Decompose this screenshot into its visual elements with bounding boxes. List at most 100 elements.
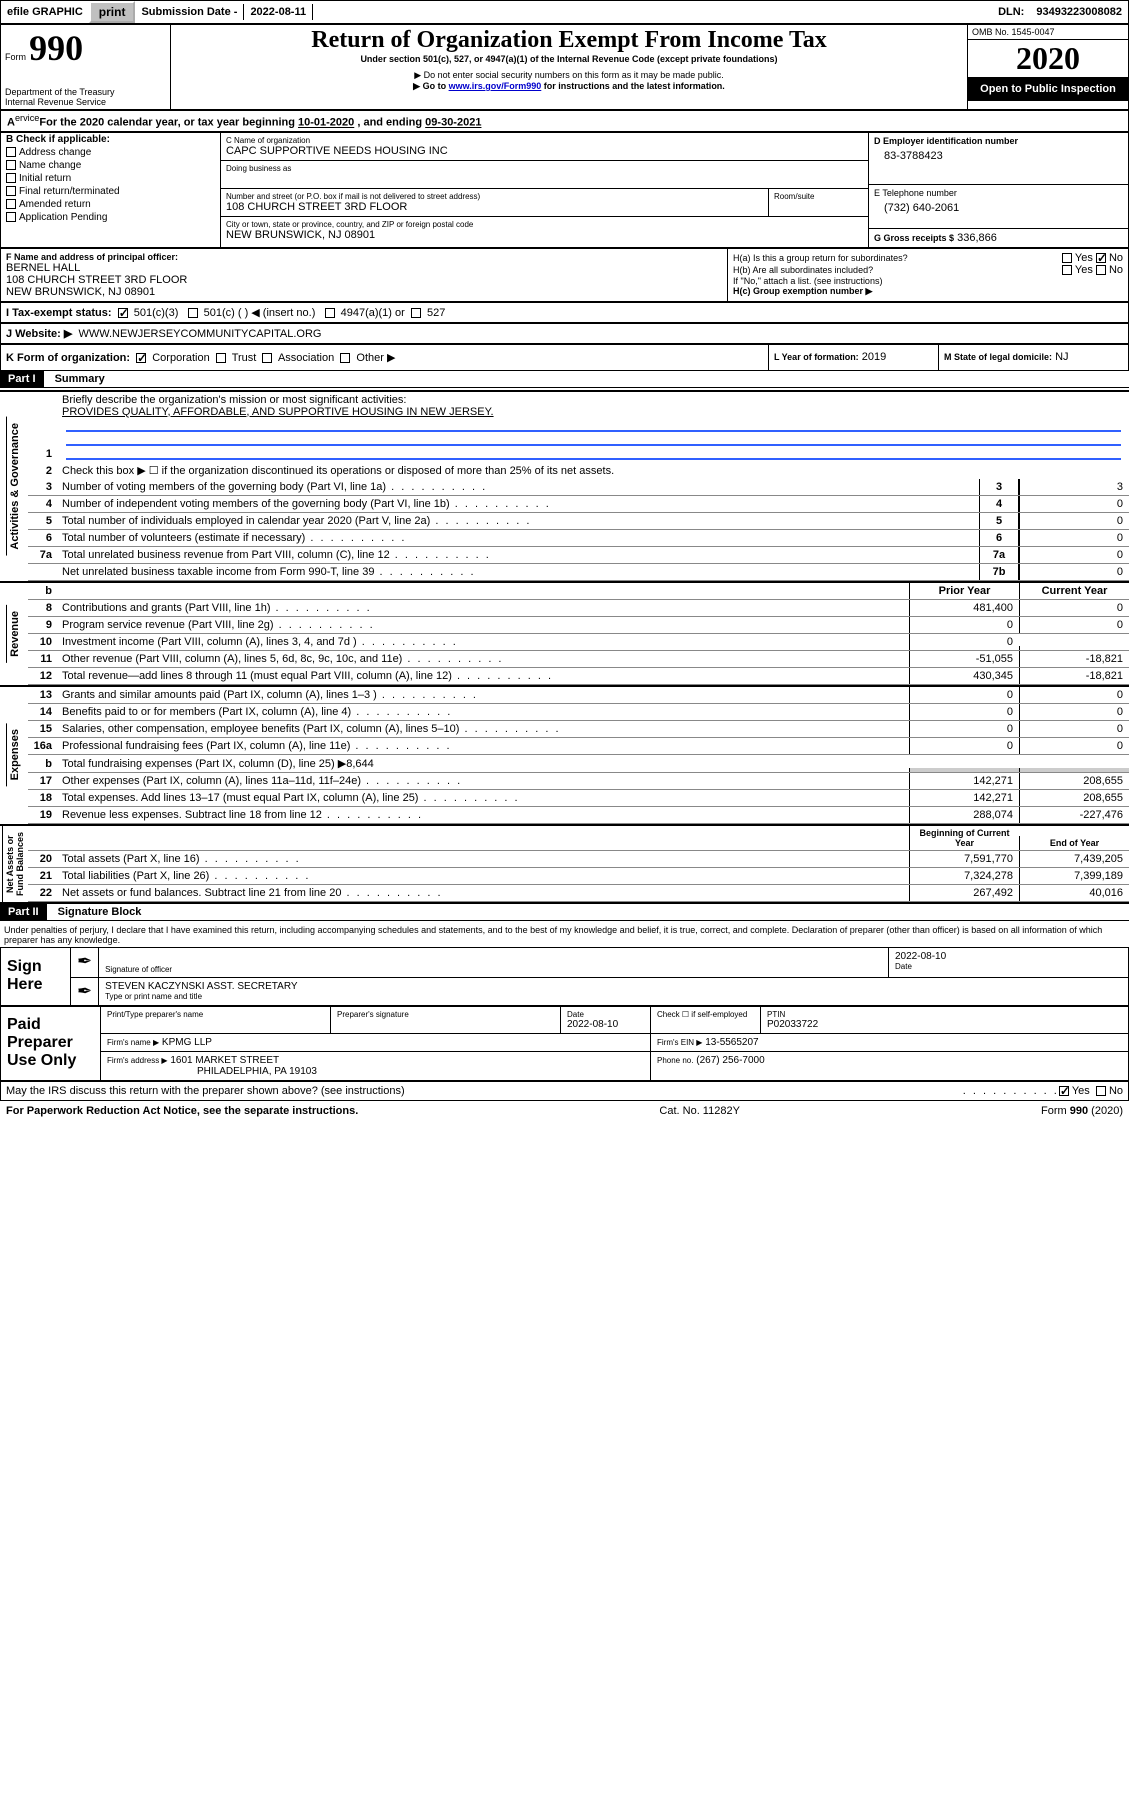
table-row: 13Grants and similar amounts paid (Part … [28, 687, 1129, 704]
table-row: 4Number of independent voting members of… [28, 496, 1129, 513]
form990-link[interactable]: www.irs.gov/Form990 [449, 81, 542, 91]
table-row: 21Total liabilities (Part X, line 26)7,3… [28, 868, 1129, 885]
chk-pending[interactable] [6, 212, 16, 222]
discuss-yes[interactable] [1059, 1086, 1069, 1096]
footer-mid: Cat. No. 11282Y [659, 1105, 740, 1117]
chk-amended[interactable] [6, 199, 16, 209]
chk-trust[interactable] [216, 353, 226, 363]
table-row: 15Salaries, other compensation, employee… [28, 721, 1129, 738]
dln-label: DLN: [992, 6, 1030, 18]
table-row: 14Benefits paid to or for members (Part … [28, 704, 1129, 721]
col-end: End of Year [1019, 836, 1129, 850]
ptin-value: P02033722 [767, 1019, 1122, 1030]
declaration-text: Under penalties of perjury, I declare th… [0, 923, 1129, 947]
efile-label: efile GRAPHIC [1, 6, 89, 18]
street-value: 108 CHURCH STREET 3RD FLOOR [226, 201, 763, 213]
period-begin: 10-01-2020 [298, 117, 354, 129]
ha-label: H(a) Is this a group return for subordin… [733, 253, 1062, 263]
paid-preparer-label: Paid Preparer Use Only [1, 1006, 101, 1080]
line2-text: Check this box ▶ ☐ if the organization d… [58, 462, 1129, 479]
phone-label: E Telephone number [874, 188, 1123, 198]
side-rev: Revenue [6, 605, 23, 663]
chk-address-change[interactable] [6, 147, 16, 157]
col-prior-year: Prior Year [909, 583, 1019, 599]
org-name: CAPC SUPPORTIVE NEEDS HOUSING INC [226, 145, 863, 157]
discuss-label: May the IRS discuss this return with the… [6, 1085, 963, 1097]
ptin-label: PTIN [767, 1010, 1122, 1019]
sig-date: 2022-08-10 [895, 951, 1122, 962]
ha-yes[interactable] [1062, 253, 1072, 263]
table-row: 18Total expenses. Add lines 13–17 (must … [28, 790, 1129, 807]
dept-label: Department of the Treasury Internal Reve… [5, 87, 166, 107]
phone-value: (732) 640-2061 [874, 198, 1123, 218]
box-b-label: B Check if applicable: [1, 133, 220, 146]
year-formation-value: 2019 [862, 351, 886, 363]
chk-initial-return[interactable] [6, 173, 16, 183]
gross-receipts-value: 336,866 [957, 232, 997, 244]
chk-final-return[interactable] [6, 186, 16, 196]
city-label: City or town, state or province, country… [226, 220, 863, 229]
table-row: bTotal fundraising expenses (Part IX, co… [28, 755, 1129, 773]
hb-yes[interactable] [1062, 265, 1072, 275]
part1-header: Part I [0, 371, 44, 387]
chk-corp[interactable] [136, 353, 146, 363]
table-row: 20Total assets (Part X, line 16)7,591,77… [28, 851, 1129, 868]
website-label: J Website: ▶ [6, 328, 72, 340]
print-button[interactable]: print [89, 1, 136, 23]
blank-line [66, 432, 1121, 446]
form-title: Return of Organization Exempt From Incom… [175, 27, 963, 54]
table-row: 3Number of voting members of the governi… [28, 479, 1129, 496]
form-word: Form [5, 52, 26, 62]
discuss-no[interactable] [1096, 1086, 1106, 1096]
street-label: Number and street (or P.O. box if mail i… [226, 192, 763, 201]
blank-line [66, 418, 1121, 432]
box-f-label: F Name and address of principal officer: [6, 252, 722, 262]
firm-address2: PHILADELPHIA, PA 19103 [197, 1066, 317, 1077]
officer-addr2: NEW BRUNSWICK, NJ 08901 [6, 286, 722, 298]
signature-table: Sign Here ✒ Signature of officer 2022-08… [0, 947, 1129, 1006]
table-row: 5Total number of individuals employed in… [28, 513, 1129, 530]
chk-501c3[interactable] [118, 308, 128, 318]
domicile-value: NJ [1055, 351, 1068, 363]
form-number: 990 [29, 28, 83, 68]
firm-address: 1601 MARKET STREET [170, 1055, 279, 1066]
hc-label: H(c) Group exemption number ▶ [733, 286, 1123, 297]
table-row: Net unrelated business taxable income fr… [28, 564, 1129, 581]
chk-assoc[interactable] [262, 353, 272, 363]
chk-other[interactable] [340, 353, 350, 363]
type-name-label: Type or print name and title [105, 992, 1122, 1001]
mission-text: PROVIDES QUALITY, AFFORDABLE, AND SUPPOR… [62, 406, 494, 418]
table-row: 19Revenue less expenses. Subtract line 1… [28, 807, 1129, 824]
table-row: 6Total number of volunteers (estimate if… [28, 530, 1129, 547]
chk-527[interactable] [411, 308, 421, 318]
pen-icon: ✒ [71, 977, 99, 1005]
table-row: 9Program service revenue (Part VIII, lin… [28, 617, 1129, 634]
part2-title: Signature Block [50, 904, 150, 920]
side-gov: Activities & Governance [6, 417, 23, 556]
hb-no[interactable] [1096, 265, 1106, 275]
box-k-label: K Form of organization: [6, 352, 130, 364]
pen-icon: ✒ [71, 947, 99, 977]
ha-no[interactable] [1096, 253, 1106, 263]
date-label: Date [895, 962, 1122, 971]
year-formation-label: L Year of formation: [774, 352, 859, 362]
submission-date-value: 2022-08-11 [243, 4, 313, 20]
section-a-period: AerviceFor the 2020 calendar year, or ta… [0, 110, 1129, 132]
table-row: 8Contributions and grants (Part VIII, li… [28, 600, 1129, 617]
footer-right: Form 990 (2020) [1041, 1105, 1123, 1117]
chk-501c[interactable] [188, 308, 198, 318]
gross-receipts-label: G Gross receipts $ [874, 233, 954, 243]
prep-name-label: Print/Type preparer's name [107, 1010, 324, 1019]
table-row: 22Net assets or fund balances. Subtract … [28, 885, 1129, 902]
firm-name: KPMG LLP [162, 1037, 212, 1048]
table-row: 11Other revenue (Part VIII, column (A), … [28, 651, 1129, 668]
h-note: If "No," attach a list. (see instruction… [733, 276, 1123, 286]
table-row: 7aTotal unrelated business revenue from … [28, 547, 1129, 564]
footer-left: For Paperwork Reduction Act Notice, see … [6, 1105, 358, 1117]
chk-name-change[interactable] [6, 160, 16, 170]
officer-printed: STEVEN KACZYNSKI ASST. SECRETARY [105, 981, 1122, 992]
box-i-label: I Tax-exempt status: [6, 307, 112, 319]
chk-4947[interactable] [325, 308, 335, 318]
table-row: 10Investment income (Part VIII, column (… [28, 634, 1129, 651]
sig-officer-label: Signature of officer [105, 965, 882, 974]
